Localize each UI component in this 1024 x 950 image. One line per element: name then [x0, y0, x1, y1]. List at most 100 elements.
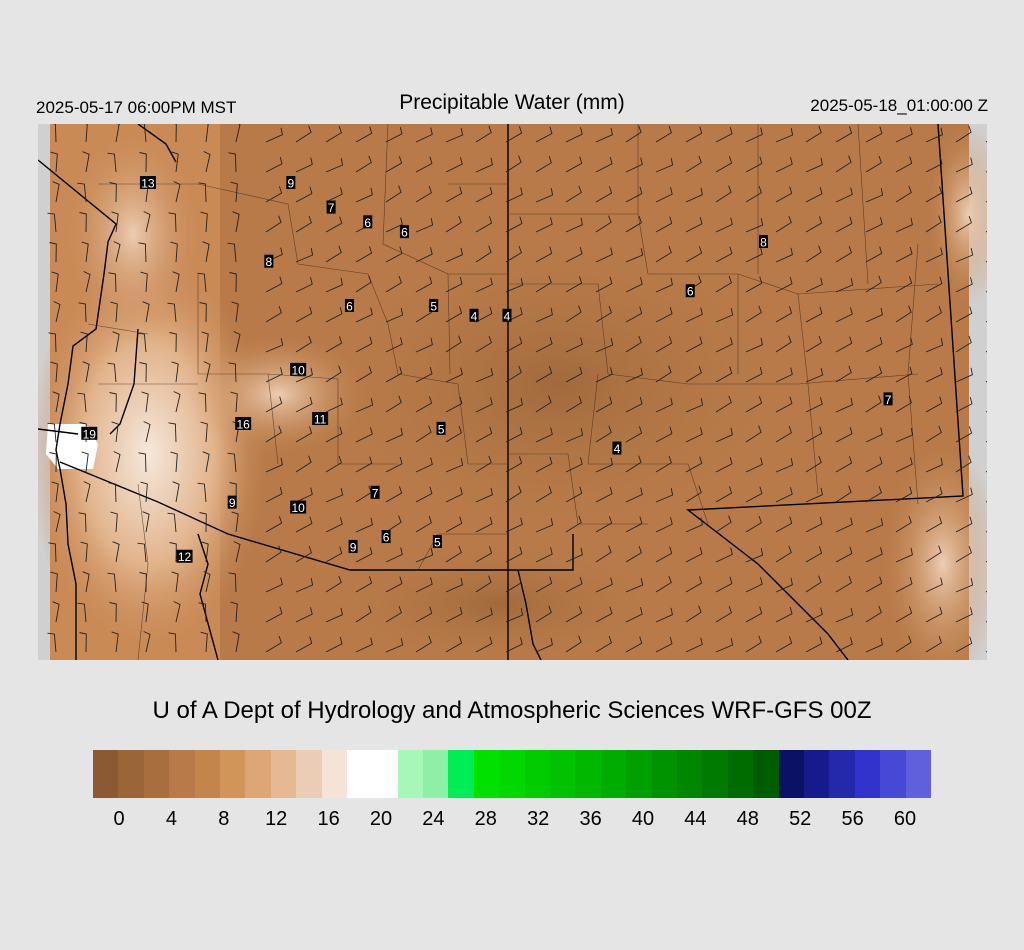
station-value: 6 — [685, 284, 695, 299]
wind-barb — [625, 215, 642, 233]
valid-time-local: 2025-05-17 06:00PM MST — [36, 98, 237, 117]
wind-barb — [295, 516, 313, 533]
colorbar-swatch-31 — [880, 750, 906, 798]
wind-barb — [232, 211, 240, 233]
svg-text:12: 12 — [178, 550, 192, 564]
colorbar-swatch-2 — [143, 750, 170, 798]
wind-barb — [715, 395, 732, 413]
wind-barb — [865, 366, 883, 383]
wind-barb — [325, 125, 342, 143]
wind-barb — [415, 486, 433, 503]
wind-barb — [835, 278, 854, 293]
wind-barbs — [47, 124, 987, 653]
wind-barb — [775, 335, 792, 353]
svg-text:9: 9 — [287, 177, 294, 191]
wind-barb — [231, 301, 239, 323]
wind-barb — [775, 516, 793, 533]
wind-barb — [715, 275, 732, 293]
wind-barb — [775, 458, 794, 473]
svg-text:5: 5 — [434, 535, 441, 549]
wind-barb — [595, 247, 613, 263]
wind-barb — [565, 457, 583, 473]
wind-barb — [955, 578, 974, 593]
wind-barb — [200, 421, 208, 443]
wind-barb — [655, 365, 672, 383]
wind-barb — [895, 276, 913, 293]
wind-barb — [295, 636, 313, 653]
wind-barb — [50, 571, 58, 593]
wind-barb — [138, 452, 147, 473]
colorbar-legend — [93, 750, 931, 798]
wind-barb — [775, 636, 793, 653]
wind-barb — [199, 302, 207, 323]
station-value: 9 — [348, 539, 358, 554]
station-value: 7 — [326, 200, 336, 215]
wind-barb — [685, 246, 703, 263]
wind-barb — [168, 212, 177, 233]
wind-barb — [535, 217, 553, 233]
wind-barb — [835, 336, 853, 353]
wind-barb — [385, 308, 404, 323]
wind-barb — [355, 456, 373, 473]
wind-barb — [655, 158, 674, 173]
svg-text:11: 11 — [314, 413, 327, 427]
wind-barb — [835, 637, 853, 653]
wind-barb — [625, 306, 643, 323]
station-value: 4 — [502, 308, 512, 323]
wind-barb — [385, 185, 402, 203]
colorbar-swatch-9 — [321, 750, 347, 798]
wind-barb — [505, 637, 523, 653]
wind-barb — [475, 335, 492, 353]
wind-barb — [143, 211, 151, 233]
wind-barb — [895, 606, 913, 623]
wind-barb — [475, 426, 493, 443]
wind-barb — [565, 547, 583, 563]
wind-barb — [865, 395, 882, 413]
wind-barb — [865, 217, 883, 233]
station-value: 4 — [612, 441, 622, 456]
colorbar-swatch-1 — [118, 750, 144, 798]
wind-barb — [535, 637, 553, 653]
wind-barb — [265, 156, 283, 173]
station-value: 16 — [235, 416, 252, 431]
wind-barb — [925, 338, 944, 353]
wind-barb — [715, 308, 734, 323]
wind-barb — [535, 188, 554, 203]
wind-barb — [83, 481, 91, 503]
wind-barb — [775, 157, 793, 173]
wind-barb — [955, 186, 973, 203]
colorbar-swatch-17 — [524, 750, 551, 798]
wind-barb — [475, 546, 493, 563]
wind-barb — [139, 362, 147, 383]
wind-barb — [745, 156, 763, 173]
wind-barb — [228, 152, 237, 173]
wind-barb — [110, 511, 118, 533]
wind-barb — [685, 485, 702, 503]
wind-barb — [595, 186, 613, 203]
wind-barb — [475, 397, 493, 413]
wind-barb — [775, 306, 793, 323]
wind-barb — [895, 486, 913, 503]
wind-barb — [955, 607, 973, 623]
wind-barb — [199, 512, 207, 533]
colorbar-tick-label: 20 — [369, 808, 393, 830]
wind-barb — [925, 305, 942, 323]
wind-barb — [835, 155, 852, 173]
wind-barb — [415, 247, 433, 263]
station-value: 4 — [469, 308, 479, 323]
wind-barb — [82, 151, 90, 173]
wind-barb — [475, 245, 492, 263]
wind-barb — [265, 577, 283, 593]
svg-text:10: 10 — [291, 501, 305, 515]
wind-barb — [445, 186, 463, 203]
wind-barb — [385, 275, 402, 293]
wind-barb — [565, 156, 583, 173]
wind-barb — [231, 511, 239, 533]
wind-barb — [201, 331, 209, 353]
wind-barb — [595, 396, 613, 413]
colorbar-swatch-13 — [423, 750, 449, 798]
wind-barb — [295, 545, 312, 563]
wind-barb — [109, 602, 117, 623]
wind-barb — [655, 245, 672, 263]
wind-barb — [865, 126, 883, 143]
